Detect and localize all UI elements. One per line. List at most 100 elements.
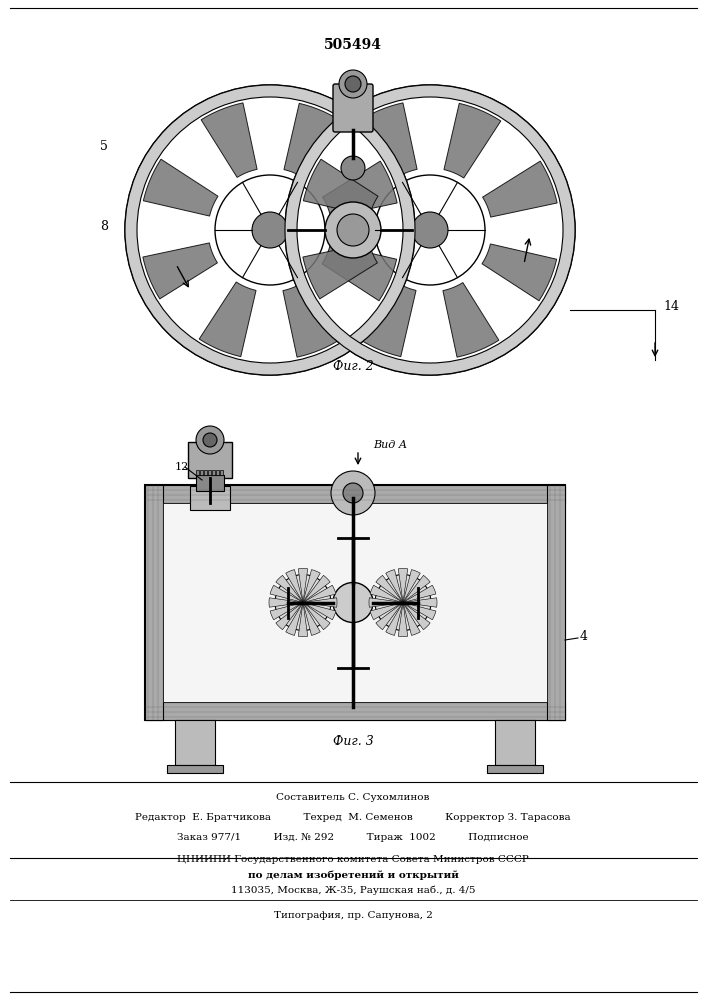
- Wedge shape: [303, 598, 337, 607]
- Wedge shape: [369, 598, 403, 607]
- Wedge shape: [398, 568, 408, 602]
- Wedge shape: [403, 602, 430, 630]
- Text: 12: 12: [175, 462, 189, 472]
- Polygon shape: [199, 282, 256, 357]
- Polygon shape: [143, 243, 218, 299]
- Polygon shape: [303, 243, 378, 299]
- Bar: [190, 486, 230, 510]
- Bar: [188, 442, 232, 478]
- Wedge shape: [303, 585, 336, 602]
- Bar: [145, 702, 565, 720]
- Wedge shape: [403, 598, 437, 607]
- Text: Составитель С. Сухомлинов: Составитель С. Сухомлинов: [276, 793, 430, 802]
- Wedge shape: [386, 602, 403, 635]
- Circle shape: [412, 212, 448, 248]
- Wedge shape: [403, 602, 436, 620]
- FancyBboxPatch shape: [333, 84, 373, 132]
- Wedge shape: [376, 575, 403, 602]
- Polygon shape: [483, 161, 557, 217]
- Circle shape: [196, 426, 224, 454]
- Wedge shape: [303, 575, 330, 602]
- Polygon shape: [322, 244, 397, 301]
- Bar: [145, 485, 565, 503]
- Wedge shape: [376, 602, 403, 630]
- Text: Вид А: Вид А: [373, 440, 407, 450]
- Polygon shape: [361, 103, 417, 177]
- Bar: [175, 720, 215, 765]
- Wedge shape: [403, 570, 420, 602]
- Bar: [208, 470, 211, 475]
- Wedge shape: [303, 602, 320, 635]
- Circle shape: [375, 574, 431, 631]
- Circle shape: [331, 471, 375, 515]
- Wedge shape: [286, 602, 303, 635]
- Bar: [216, 470, 219, 475]
- Polygon shape: [283, 283, 339, 357]
- Circle shape: [343, 483, 363, 503]
- Bar: [163, 503, 547, 702]
- Bar: [200, 470, 203, 475]
- Wedge shape: [269, 598, 303, 607]
- Wedge shape: [370, 585, 403, 602]
- Text: Редактор  Е. Братчикова          Техред  М. Семенов          Корректор З. Тарасо: Редактор Е. Братчикова Техред М. Семенов…: [135, 813, 571, 822]
- Text: по делам изобретений и открытий: по делам изобретений и открытий: [247, 870, 458, 880]
- Bar: [196, 475, 224, 491]
- Wedge shape: [403, 585, 436, 602]
- Wedge shape: [370, 602, 403, 620]
- Bar: [167, 765, 223, 773]
- Bar: [220, 470, 223, 475]
- Text: 14: 14: [663, 300, 679, 313]
- Text: Типография, пр. Сапунова, 2: Типография, пр. Сапунова, 2: [274, 911, 433, 920]
- Polygon shape: [443, 283, 499, 357]
- Wedge shape: [298, 568, 308, 602]
- Polygon shape: [322, 161, 397, 217]
- Text: 505494: 505494: [324, 38, 382, 52]
- Wedge shape: [270, 602, 303, 620]
- Wedge shape: [276, 602, 303, 630]
- Text: 4: 4: [580, 630, 588, 643]
- Bar: [495, 720, 535, 765]
- Wedge shape: [403, 575, 430, 602]
- Bar: [212, 470, 215, 475]
- Polygon shape: [144, 159, 218, 216]
- Bar: [196, 470, 199, 475]
- Circle shape: [275, 574, 331, 631]
- Wedge shape: [403, 602, 420, 635]
- Bar: [145, 485, 163, 720]
- Bar: [145, 485, 565, 720]
- Text: ЦНИИПИ Государственного комитета Совета Министров СССР: ЦНИИПИ Государственного комитета Совета …: [177, 855, 529, 864]
- Circle shape: [333, 582, 373, 622]
- Wedge shape: [398, 602, 408, 637]
- Wedge shape: [125, 85, 415, 375]
- Circle shape: [337, 214, 369, 246]
- Text: 113035, Москва, Ж-35, Раушская наб., д. 4/5: 113035, Москва, Ж-35, Раушская наб., д. …: [230, 886, 475, 895]
- Bar: [547, 485, 565, 720]
- Bar: [204, 470, 207, 475]
- Wedge shape: [270, 585, 303, 602]
- Polygon shape: [201, 103, 257, 177]
- Text: Заказ 977/1          Изд. № 292          Тираж  1002          Подписное: Заказ 977/1 Изд. № 292 Тираж 1002 Подпис…: [177, 833, 529, 842]
- Text: 5: 5: [100, 140, 108, 153]
- Polygon shape: [303, 159, 378, 216]
- Circle shape: [203, 433, 217, 447]
- Wedge shape: [303, 570, 320, 602]
- Text: Фиг. 2: Фиг. 2: [332, 360, 373, 373]
- Circle shape: [339, 70, 367, 98]
- Wedge shape: [286, 570, 303, 602]
- Wedge shape: [298, 602, 308, 637]
- Wedge shape: [386, 570, 403, 602]
- Wedge shape: [285, 85, 575, 375]
- Polygon shape: [444, 103, 501, 178]
- Text: 8: 8: [100, 220, 108, 233]
- Wedge shape: [276, 575, 303, 602]
- Polygon shape: [482, 244, 556, 301]
- Text: Фиг. 3: Фиг. 3: [332, 735, 373, 748]
- Polygon shape: [359, 282, 416, 357]
- Circle shape: [252, 212, 288, 248]
- Bar: [487, 765, 543, 773]
- Circle shape: [341, 156, 365, 180]
- Polygon shape: [284, 103, 341, 178]
- Wedge shape: [303, 602, 330, 630]
- Circle shape: [345, 76, 361, 92]
- Wedge shape: [303, 602, 336, 620]
